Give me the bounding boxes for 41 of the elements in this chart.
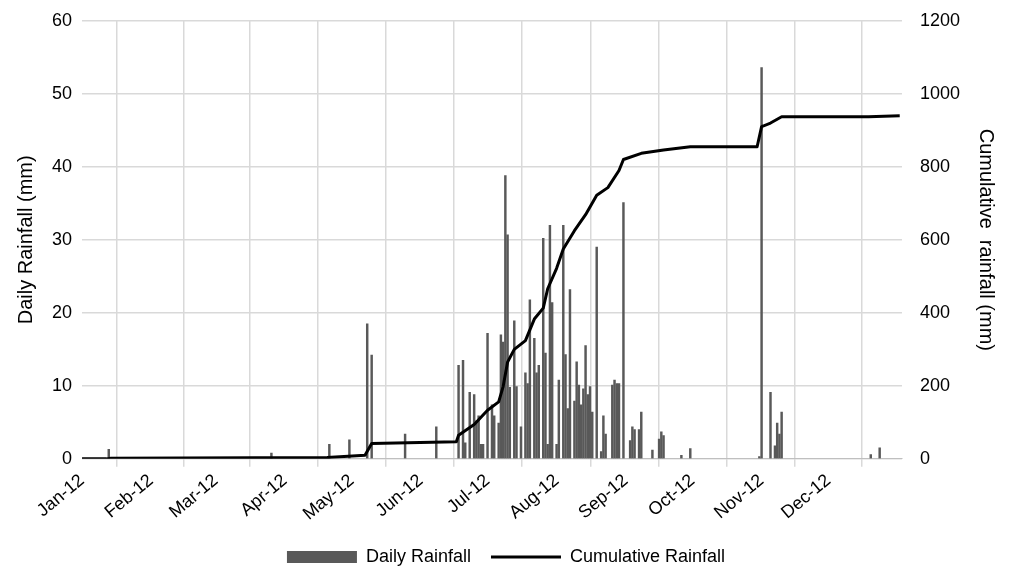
y-tick-label: 50 xyxy=(51,82,73,103)
bar xyxy=(680,454,683,459)
bar xyxy=(760,67,763,459)
y-axis-title: Daily Rainfall (mm) xyxy=(13,155,36,325)
y-tick-label: 20 xyxy=(51,301,73,322)
bar xyxy=(533,338,536,459)
y-tick-label: 10 xyxy=(51,374,73,395)
legend-label: Daily Rainfall xyxy=(365,545,471,566)
bar xyxy=(640,411,643,459)
bar xyxy=(769,392,772,459)
y2-tick-label: 200 xyxy=(919,374,950,395)
bar xyxy=(602,415,605,459)
y2-tick-label: 400 xyxy=(919,301,950,322)
bar xyxy=(477,415,480,459)
bar xyxy=(662,435,665,459)
bar xyxy=(435,426,438,459)
bar xyxy=(513,320,516,459)
legend-label: Cumulative Rainfall xyxy=(569,545,726,566)
y2-tick-label: 0 xyxy=(919,447,930,468)
y2-tick-label: 1200 xyxy=(919,9,960,30)
bar xyxy=(457,365,460,459)
bar xyxy=(595,246,598,459)
bar xyxy=(575,361,578,459)
y-tick-label: 0 xyxy=(62,447,73,468)
y-tick-label: 40 xyxy=(51,155,73,176)
bar xyxy=(468,392,471,459)
y2-tick-label: 1000 xyxy=(919,82,960,103)
bar xyxy=(689,448,692,459)
bar xyxy=(622,202,625,459)
y2-tick-label: 600 xyxy=(919,228,950,249)
bar xyxy=(486,332,489,459)
y-tick-label: 60 xyxy=(51,9,73,30)
bar xyxy=(651,449,654,459)
y-tick-label: 30 xyxy=(51,228,73,249)
bar xyxy=(562,224,565,459)
bar xyxy=(370,354,373,459)
bar xyxy=(878,447,881,459)
bar xyxy=(584,345,587,459)
bar xyxy=(780,411,783,459)
y2-tick-label: 800 xyxy=(919,155,950,176)
y2-axis-title: Cumulative rainfall (mm) xyxy=(976,128,999,351)
